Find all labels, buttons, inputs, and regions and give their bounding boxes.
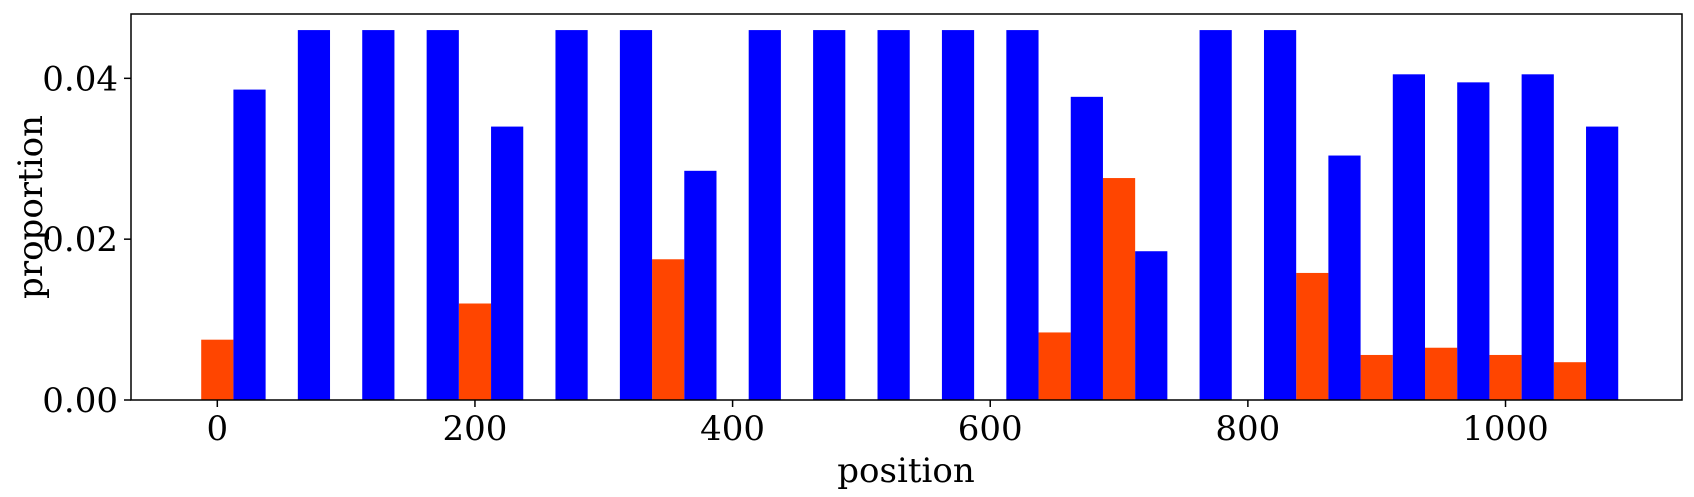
y-tick-label: 0.00 [42,381,118,421]
y-tick-label: 0.04 [42,59,118,99]
ticks-layer: 0 200 400 600 800 1000 0.00 0.02 0.04 [42,59,1548,449]
bar-series-2-9 [813,30,846,400]
bar-series-2-6 [619,30,653,400]
bar-series-1-7 [1425,347,1458,400]
bar-series-1-1 [458,303,492,400]
bar-series-2-10 [877,30,910,400]
bar-series-1-6 [1360,354,1393,400]
y-axis-label: proportion [11,115,51,299]
plot-frame [130,13,1683,401]
bar-series-2-1 [297,30,331,400]
bar-series-2-18 [1392,74,1426,400]
bar-series-2-2 [362,30,395,400]
bar-series-2-12 [1006,30,1039,400]
x-tick-label: 800 [1215,409,1280,449]
bar-series-2-3 [426,30,459,400]
bar-series-2-19 [1457,82,1490,401]
bar-series-1-8 [1489,354,1522,400]
bar-series-1-5 [1296,272,1329,400]
bar-series-2-15 [1199,30,1232,400]
x-tick-label: 1000 [1462,409,1549,449]
bar-series-2-0 [233,89,266,400]
bar-series-2-11 [941,30,975,400]
x-tick-label: 600 [958,409,1023,449]
bar-series-2-16 [1263,30,1297,400]
bar-series-1-0 [201,339,234,400]
x-tick-label: 0 [206,409,228,449]
bar-series-2-20 [1521,74,1554,400]
y-tick-label: 0.02 [42,220,118,260]
bar-series-2-8 [748,30,781,400]
bar-series-2-7 [684,170,717,400]
bar-series-1-9 [1553,362,1587,400]
x-tick-label: 200 [442,409,507,449]
x-axis-label: position [837,451,974,491]
bar-series-1-4 [1102,178,1136,400]
bar-series-2-14 [1135,251,1168,400]
bars-layer [201,30,1619,401]
x-tick-label: 400 [700,409,765,449]
bar-series-2-17 [1328,155,1361,400]
bar-series-2-5 [555,30,588,400]
bar-series-2-4 [491,126,524,400]
bar-series-2-21 [1586,126,1619,400]
bar-series-1-3 [1038,332,1071,400]
bar-series-1-2 [652,259,685,400]
bar-series-2-13 [1070,96,1103,401]
